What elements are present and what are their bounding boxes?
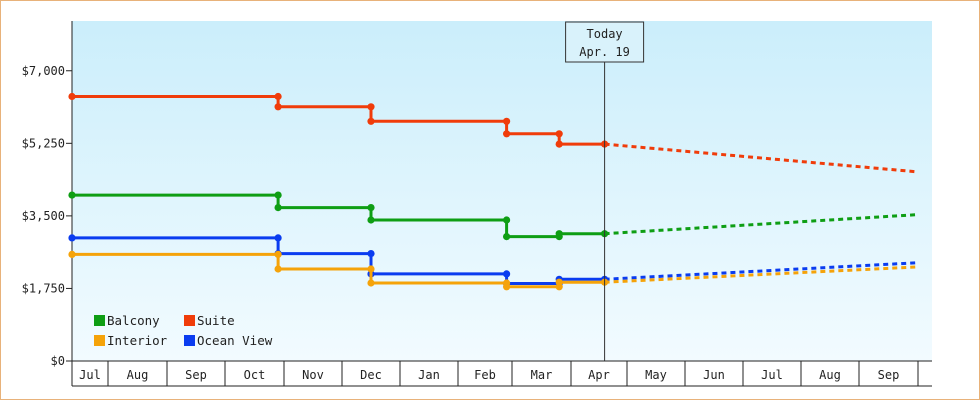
y-tick-label: $1,750 — [22, 281, 65, 295]
data-point — [367, 103, 375, 111]
month-label: Jan — [418, 368, 440, 382]
month-label: Dec — [360, 368, 382, 382]
today-date: Apr. 19 — [579, 45, 630, 59]
legend: Balcony Suite Interior Ocean View — [94, 313, 273, 348]
data-point — [555, 278, 563, 286]
data-point — [555, 230, 563, 238]
data-point — [274, 92, 282, 101]
data-point — [503, 283, 511, 291]
y-tick-label: $5,250 — [22, 136, 65, 150]
y-axis: $0 $1,750 $3,500 $5,250 $7,000 — [22, 21, 73, 368]
legend-swatch — [94, 315, 105, 326]
data-point — [367, 279, 375, 287]
legend-label: Interior — [107, 333, 168, 348]
series-projection-line — [604, 213, 919, 236]
series-projection-line — [604, 265, 919, 284]
data-point — [503, 270, 511, 278]
data-point — [274, 265, 282, 273]
month-label: Aug — [127, 368, 149, 382]
data-point — [68, 191, 76, 199]
data-point — [367, 250, 375, 258]
data-point — [274, 234, 282, 242]
month-label: Mar — [531, 368, 553, 382]
legend-label: Suite — [197, 313, 235, 328]
data-point — [68, 234, 76, 242]
month-label: Jul — [761, 368, 783, 382]
data-point — [367, 117, 375, 125]
month-label: Nov — [302, 368, 324, 382]
y-tick-label: $0 — [51, 354, 65, 368]
data-point — [274, 204, 282, 212]
data-point — [274, 103, 282, 111]
month-label: Sep — [185, 368, 207, 382]
y-tick-label: $3,500 — [22, 209, 65, 223]
data-point — [274, 250, 282, 258]
month-label: Jul — [79, 368, 101, 382]
data-point — [68, 92, 76, 101]
today-box — [565, 21, 645, 63]
series-projection-line — [604, 261, 919, 281]
series-suite — [68, 92, 919, 174]
data-point — [503, 130, 511, 138]
legend-swatch — [184, 315, 195, 326]
month-label: Aug — [819, 368, 841, 382]
series-balcony — [68, 191, 919, 241]
data-point — [503, 216, 511, 224]
month-label: May — [645, 368, 667, 382]
series-layer — [68, 92, 919, 291]
plot-area — [72, 21, 932, 361]
x-axis: Jul Aug Sep Oct Nov Dec Jan Feb Mar Apr May Jun Jul A… — [71, 360, 932, 387]
data-point — [503, 117, 511, 125]
legend-swatch — [184, 335, 195, 346]
data-point — [367, 265, 375, 273]
data-point — [274, 191, 282, 199]
month-label: Feb — [474, 368, 496, 382]
data-point — [555, 140, 563, 148]
data-point — [555, 130, 563, 138]
month-label: Jun — [703, 368, 725, 382]
month-label: Apr — [588, 368, 610, 382]
data-point — [503, 233, 511, 241]
series-line — [72, 95, 605, 146]
month-label: Oct — [244, 368, 266, 382]
series-interior — [68, 250, 919, 291]
today-marker: Today Apr. 19 — [565, 21, 645, 361]
series-projection-line — [604, 142, 919, 174]
legend-label: Ocean View — [197, 333, 273, 348]
legend-swatch — [94, 335, 105, 346]
data-point — [68, 250, 76, 258]
today-label: Today — [587, 27, 623, 41]
data-point — [367, 216, 375, 224]
legend-label: Balcony — [107, 313, 160, 328]
y-tick-label: $7,000 — [22, 64, 65, 78]
data-point — [367, 204, 375, 212]
month-label: Sep — [878, 368, 900, 382]
